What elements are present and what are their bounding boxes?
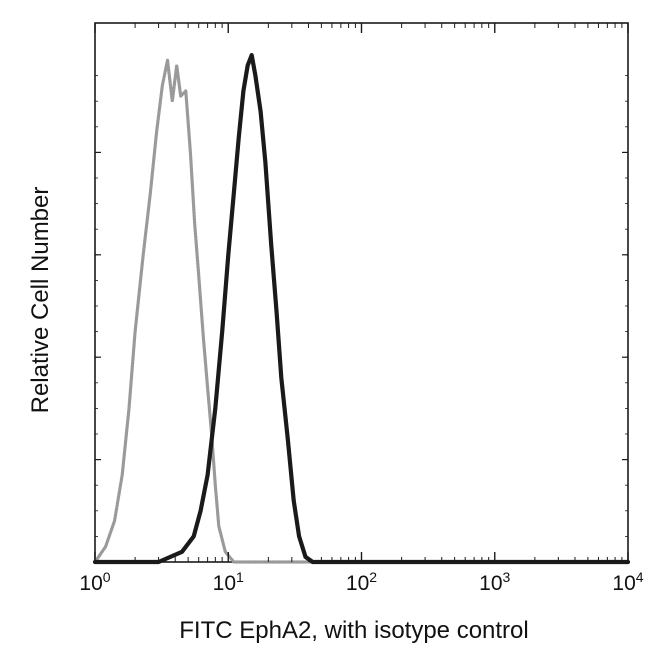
y-axis-title: Relative Cell Number [27, 187, 54, 414]
x-tick-label: 102 [346, 569, 377, 595]
x-tick-label: 101 [213, 569, 244, 595]
isotype-control-series [93, 58, 630, 564]
x-axis-title: FITC EphA2, with isotype control [179, 617, 528, 644]
plot-frame [94, 22, 629, 563]
axis-ticks: 100 101 102 103 104 [79, 23, 644, 595]
x-tick-label: 100 [79, 569, 110, 595]
plot-border [94, 22, 629, 563]
x-tick-label: 103 [479, 569, 510, 595]
epha2-series [92, 53, 631, 565]
series-layer [92, 53, 631, 565]
x-tick-label: 104 [612, 569, 643, 595]
